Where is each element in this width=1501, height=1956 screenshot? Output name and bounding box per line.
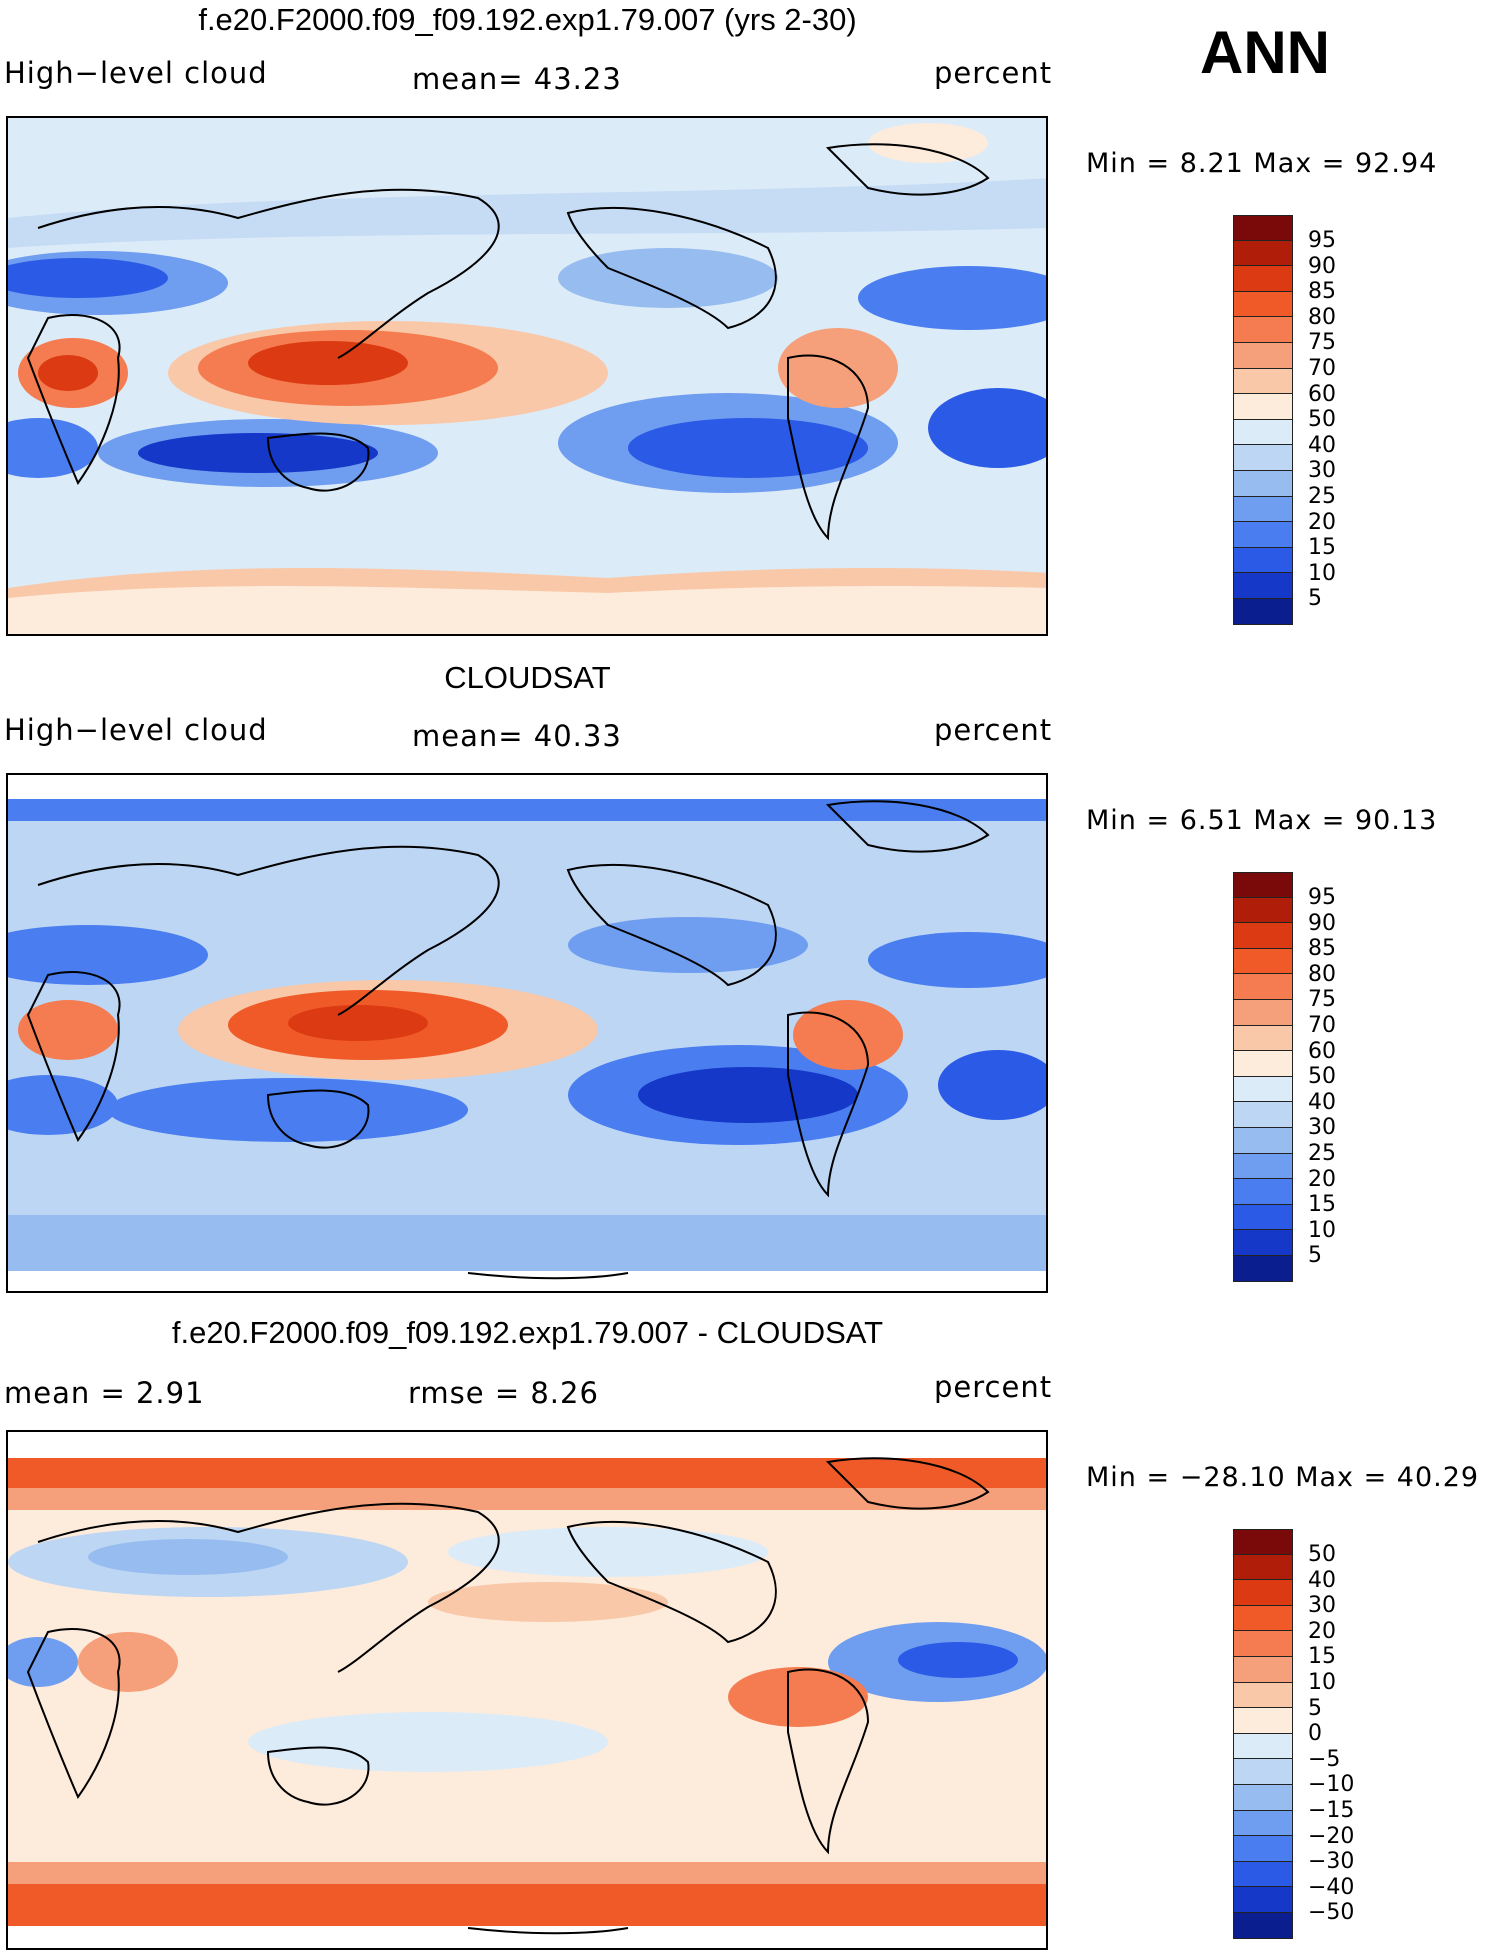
colorbar-tick-label: 5 — [1308, 586, 1322, 612]
colorbar-tick-label: 75 — [1308, 330, 1336, 356]
colorbar-tick-label: 20 — [1308, 509, 1336, 535]
colorbar-tick-label: 10 — [1308, 1670, 1336, 1695]
colorbar-tick-label: 30 — [1308, 1593, 1336, 1619]
colorbar-tick-label: −5 — [1308, 1746, 1341, 1772]
colorbar-tick-label: 60 — [1308, 381, 1336, 407]
colorbar-tick-label: 30 — [1308, 1115, 1336, 1141]
colorbar-tick-label: 30 — [1308, 458, 1336, 484]
colorbar-tick-label: 95 — [1308, 228, 1336, 253]
colorbar-tick-label: 70 — [1308, 1013, 1336, 1038]
panel1-map — [6, 116, 1048, 636]
colorbar-tick-label: 85 — [1308, 279, 1336, 305]
colorbar-tick-label: 60 — [1308, 1038, 1336, 1064]
panel2-units-label: percent — [934, 713, 1053, 747]
panel3-rmse-label: rmse = 8.26 — [408, 1376, 599, 1410]
colorbar-tick-label: 15 — [1308, 1192, 1336, 1218]
colorbar-tick-label: 80 — [1308, 961, 1336, 987]
colorbar-tick-label: 20 — [1308, 1166, 1336, 1192]
panel2-colorbar — [1233, 872, 1293, 1282]
colorbar-tick-label: 15 — [1308, 1644, 1336, 1670]
panel2-title: CLOUDSAT — [444, 660, 611, 695]
colorbar-tick-label: 10 — [1308, 1217, 1336, 1243]
panel2-variable-label: High−level cloud — [4, 713, 268, 747]
colorbar-tick-label: 50 — [1308, 407, 1336, 433]
colorbar-tick-label: 80 — [1308, 304, 1336, 330]
colorbar-tick-label: −40 — [1308, 1874, 1355, 1900]
colorbar-tick-label: 5 — [1308, 1243, 1322, 1269]
panel3-title: f.e20.F2000.f09_f09.192.exp1.79.007 - CL… — [171, 1315, 884, 1350]
colorbar-tick-label: 95 — [1308, 885, 1336, 910]
colorbar-tick-label: 40 — [1308, 1567, 1336, 1593]
panel1-title: f.e20.F2000.f09_f09.192.exp1.79.007 (yrs… — [198, 2, 857, 37]
panel1-units-label: percent — [934, 56, 1053, 90]
colorbar-tick-label: 85 — [1308, 936, 1336, 962]
panel1-mean-label: mean= 43.23 — [412, 62, 622, 96]
panel1-colorbar — [1233, 215, 1293, 625]
panel2-map — [6, 773, 1048, 1293]
colorbar-tick-label: 10 — [1308, 560, 1336, 586]
season-label: ANN — [1200, 19, 1330, 86]
colorbar-tick-label: 75 — [1308, 987, 1336, 1013]
colorbar-tick-label: −15 — [1308, 1798, 1355, 1823]
panel1-variable-label: High−level cloud — [4, 56, 268, 90]
colorbar-tick-label: 15 — [1308, 535, 1336, 561]
panel3-minmax: Min = −28.10 Max = 40.29 — [1086, 1462, 1480, 1493]
panel1-minmax: Min = 8.21 Max = 92.94 — [1086, 148, 1438, 179]
colorbar-tick-label: 40 — [1308, 432, 1336, 458]
colorbar-tick-label: 40 — [1308, 1089, 1336, 1115]
colorbar-tick-label: −10 — [1308, 1772, 1355, 1798]
colorbar-tick-label: 20 — [1308, 1618, 1336, 1644]
colorbar-tick-label: 90 — [1308, 253, 1336, 279]
panel3-colorbar — [1233, 1529, 1293, 1939]
colorbar-tick-label: 90 — [1308, 910, 1336, 936]
colorbar-tick-label: −50 — [1308, 1900, 1355, 1926]
colorbar-tick-label: 50 — [1308, 1064, 1336, 1090]
colorbar-tick-label: 0 — [1308, 1721, 1322, 1747]
panel2-mean-label: mean= 40.33 — [412, 719, 622, 753]
colorbar-tick-label: 25 — [1308, 484, 1336, 509]
colorbar-tick-label: 50 — [1308, 1542, 1336, 1567]
panel3-mean-label: mean = 2.91 — [4, 1376, 205, 1410]
colorbar-tick-label: 70 — [1308, 356, 1336, 381]
colorbar-tick-label: 5 — [1308, 1695, 1322, 1721]
panel3-map — [6, 1430, 1048, 1950]
colorbar-tick-label: −30 — [1308, 1849, 1355, 1875]
colorbar-tick-label: −20 — [1308, 1823, 1355, 1849]
panel2-minmax: Min = 6.51 Max = 90.13 — [1086, 805, 1438, 836]
panel3-units-label: percent — [934, 1370, 1053, 1404]
colorbar-tick-label: 25 — [1308, 1141, 1336, 1166]
